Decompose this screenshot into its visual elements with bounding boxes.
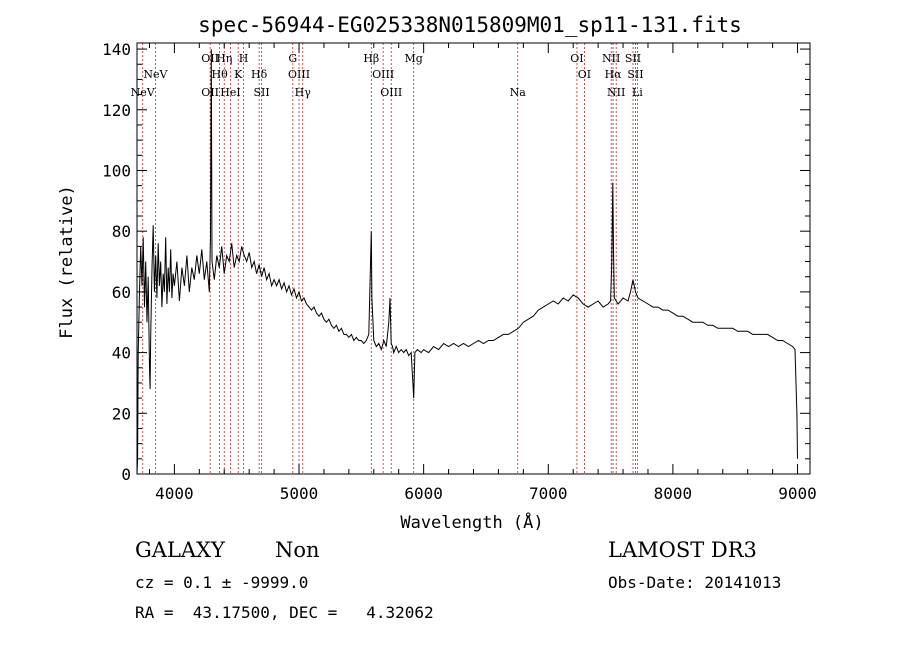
- x-tick-label: 5000: [280, 484, 319, 503]
- y-tick-label: 140: [102, 40, 131, 59]
- y-tick-label: 120: [102, 101, 131, 120]
- x-tick-label: 8000: [654, 484, 693, 503]
- y-tick-label: 80: [112, 222, 131, 241]
- line-marker-label: SII: [254, 86, 270, 99]
- y-tick-label: 60: [112, 283, 131, 302]
- spectrum-series-line: [136, 49, 798, 475]
- y-axis-ticks: 0 20 40 60 80 100 120 140: [102, 40, 810, 484]
- line-marker-label: OII: [201, 86, 219, 99]
- y-axis-label: Flux (relative): [57, 185, 77, 339]
- line-marker-label: OIII: [380, 86, 402, 99]
- line-marker-label: H: [239, 52, 249, 65]
- line-marker-label: NeV: [131, 86, 156, 99]
- line-marker-label: Mg: [405, 52, 423, 65]
- y-tick-label: 40: [112, 344, 131, 363]
- y-tick-label: 20: [112, 404, 131, 423]
- classification-label: GALAXY: [135, 538, 225, 562]
- line-marker-label: Hγ: [295, 86, 312, 99]
- x-tick-label: 6000: [404, 484, 443, 503]
- x-tick-label: 9000: [778, 484, 817, 503]
- line-marker-label: OIII: [372, 68, 394, 81]
- line-marker-label: SII: [625, 52, 641, 65]
- line-marker-label: NII: [607, 86, 625, 99]
- y-tick-label: 0: [121, 465, 131, 484]
- line-marker-label: NeV: [143, 68, 168, 81]
- line-marker-label: OI: [578, 68, 591, 81]
- chart-title: spec-56944-EG025338N015809M01_sp11-131.f…: [198, 13, 742, 37]
- y-tick-label: 100: [102, 161, 131, 180]
- line-marker-label: OI: [570, 52, 583, 65]
- x-tick-label: 4000: [155, 484, 194, 503]
- x-axis-label: Wavelength (Å): [400, 511, 543, 533]
- survey-label: LAMOST DR3: [608, 538, 757, 562]
- line-marker-label: HeI: [220, 86, 240, 99]
- coordinates-readout: RA = 43.17500, DEC = 4.32062: [135, 603, 434, 622]
- line-marker-label: NII: [602, 52, 620, 65]
- line-marker-label: Hβ: [363, 52, 379, 65]
- line-marker-label: OIII: [288, 68, 310, 81]
- redshift-readout: cz = 0.1 ± -9999.0: [135, 573, 309, 592]
- line-marker-label: OII: [201, 52, 219, 65]
- line-marker-label: K: [234, 68, 243, 81]
- line-marker-label: G: [288, 52, 297, 65]
- subclass-label: Non: [275, 538, 320, 562]
- observation-date: Obs-Date: 20141013: [608, 573, 782, 592]
- line-marker-label: Hδ: [251, 68, 268, 81]
- line-marker-label: Na: [510, 86, 527, 99]
- line-marker-label: SII: [627, 68, 643, 81]
- line-marker-label: Hα: [605, 68, 623, 81]
- x-tick-label: 7000: [529, 484, 568, 503]
- x-axis-ticks: 4000 5000 6000 7000 8000 9000: [148, 43, 817, 503]
- line-marker-label: Hη: [216, 52, 232, 65]
- line-marker-label: Li: [632, 86, 643, 99]
- line-marker-label: Hθ: [212, 68, 229, 81]
